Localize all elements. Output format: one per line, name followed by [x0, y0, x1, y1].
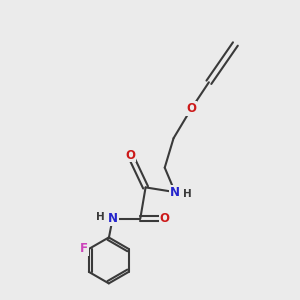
- Text: H: H: [183, 189, 192, 199]
- Text: O: O: [125, 148, 135, 161]
- Text: N: N: [170, 186, 180, 199]
- Text: H: H: [96, 212, 105, 222]
- Text: F: F: [80, 242, 88, 255]
- Text: O: O: [186, 102, 196, 115]
- Text: N: N: [108, 212, 118, 225]
- Text: O: O: [160, 212, 170, 225]
